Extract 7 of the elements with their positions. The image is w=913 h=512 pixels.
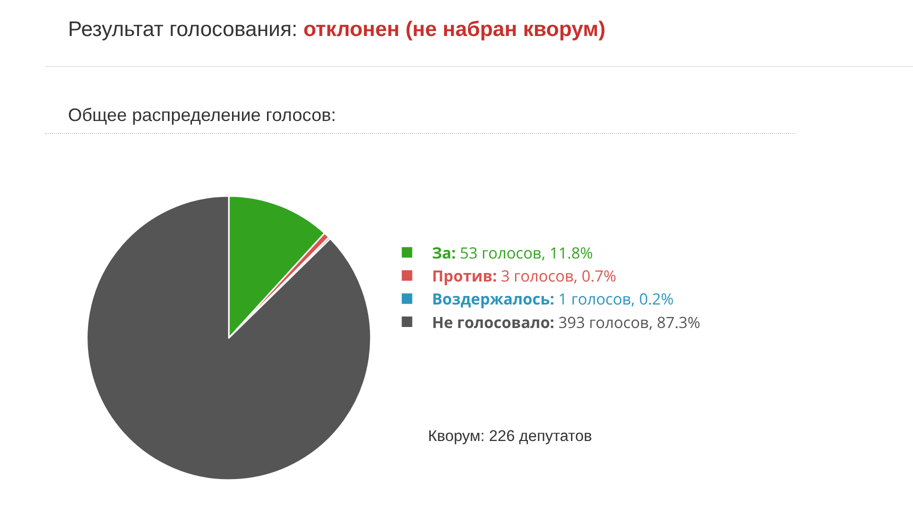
legend-label: Воздержалось: 1 голосов, 0.2% xyxy=(432,288,674,310)
chart-title: Результат голосования: отклонен (не набран кворум) xyxy=(68,18,606,42)
legend-label: Против: 3 голосов, 0.7% xyxy=(432,264,616,287)
legend-label: Не голосовало: 393 голосов, 87.3% xyxy=(432,310,701,333)
chart-subtitle: Общее распределение голосов: xyxy=(68,105,336,126)
text: Кворум: 226 депутатов xyxy=(428,428,592,446)
legend-label: За: 53 голосов, 11.8% xyxy=(432,241,594,264)
